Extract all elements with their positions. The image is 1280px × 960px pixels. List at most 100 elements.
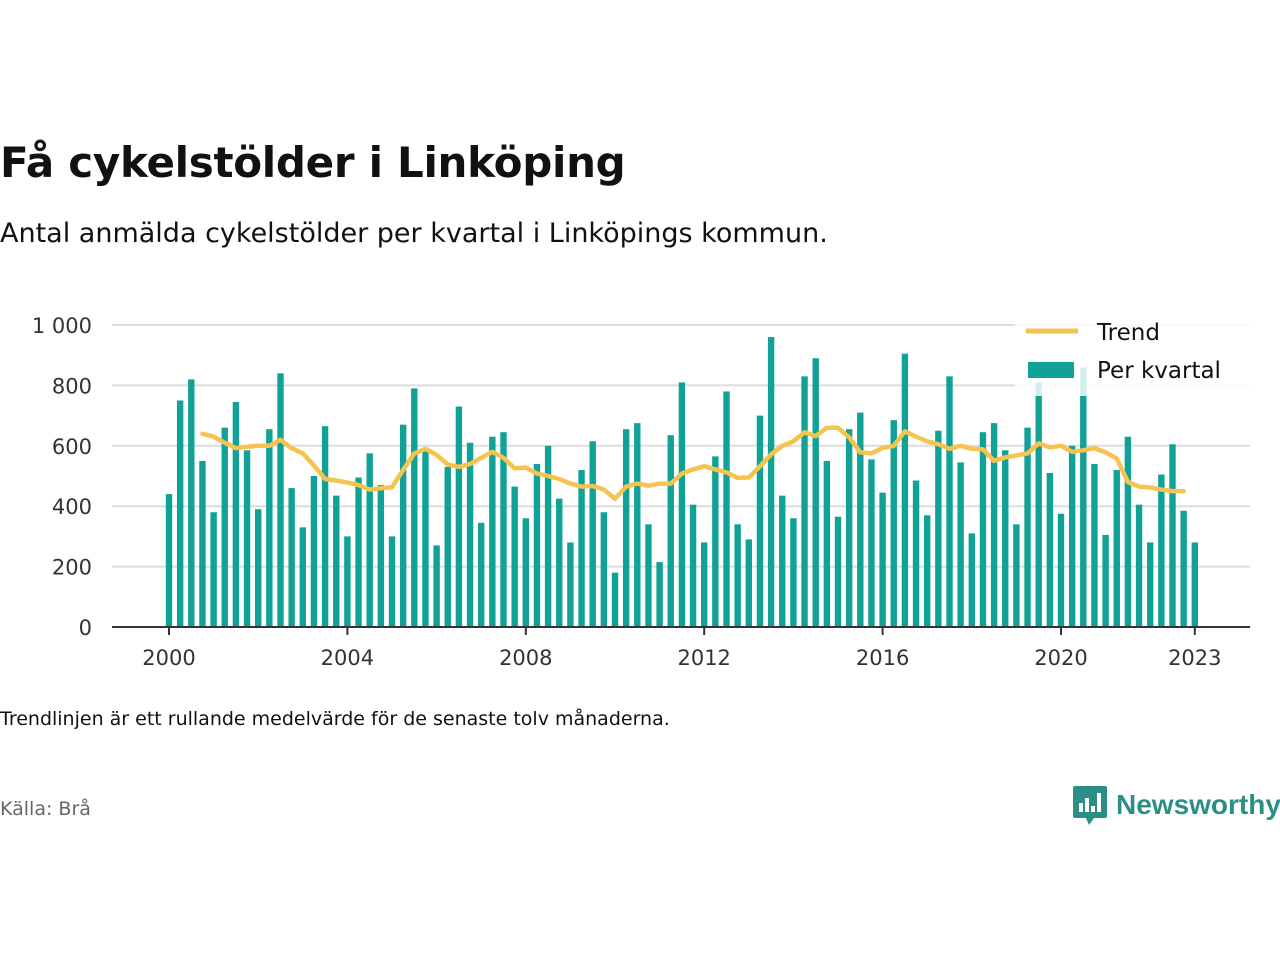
bar	[210, 512, 217, 627]
y-tick-label: 200	[52, 556, 92, 580]
chart-title: Få cykelstölder i Linköping	[0, 138, 626, 187]
bar	[489, 436, 496, 627]
bar-chart: 0 200 400 600 800 1 000 2000 2004 2008 2012 2016 20…	[32, 308, 1250, 670]
bar	[812, 358, 819, 627]
bar	[723, 391, 730, 627]
bar	[979, 432, 987, 627]
bar	[455, 406, 463, 627]
bar	[589, 441, 596, 627]
bar	[355, 477, 362, 627]
bar	[1080, 367, 1087, 627]
legend-swatch-bars	[1028, 362, 1074, 378]
bar	[1135, 504, 1143, 627]
bar	[734, 524, 741, 627]
bar	[1002, 450, 1009, 627]
y-tick-label: 600	[52, 435, 92, 459]
bar	[165, 494, 173, 627]
bar	[310, 476, 318, 627]
bar	[767, 337, 775, 627]
bar	[667, 435, 674, 627]
y-tick-label: 800	[52, 374, 92, 398]
bar	[1147, 542, 1154, 627]
y-tick-label: 400	[52, 495, 92, 519]
bar	[634, 423, 641, 627]
chart-subtitle: Antal anmälda cykelstölder per kvartal i…	[0, 218, 828, 249]
bar	[600, 512, 608, 627]
bar	[1057, 513, 1065, 627]
brand-name: Newsworthy	[1116, 789, 1280, 820]
bar	[801, 376, 808, 627]
bar	[1068, 445, 1076, 627]
bar	[255, 509, 262, 627]
bar	[567, 542, 574, 627]
bar	[188, 379, 195, 627]
bar	[901, 353, 909, 627]
bar	[834, 516, 842, 627]
x-tick-label: 2000	[142, 646, 195, 670]
bar	[622, 429, 630, 627]
bar	[277, 373, 284, 627]
bar	[533, 463, 541, 627]
bar	[779, 495, 786, 627]
bar	[990, 423, 998, 627]
newsworthy-logo: Newsworthy	[1072, 784, 1280, 826]
bar	[544, 445, 552, 627]
bar	[388, 536, 396, 627]
bar	[500, 432, 507, 627]
bar	[333, 495, 340, 627]
bar	[1102, 534, 1109, 627]
bar	[321, 426, 329, 627]
bar	[1113, 469, 1120, 627]
bar	[678, 382, 686, 627]
legend-box	[1015, 308, 1250, 396]
bar	[745, 539, 752, 627]
bar	[968, 533, 975, 627]
y-tick-label: 1 000	[32, 314, 92, 338]
footnote: Trendlinjen är ett rullande medelvärde f…	[0, 708, 670, 730]
bar	[924, 515, 931, 627]
bar	[912, 480, 920, 627]
bar	[578, 469, 585, 627]
bar	[946, 376, 953, 627]
bar	[522, 518, 529, 627]
bar	[756, 415, 764, 627]
bar	[857, 412, 864, 627]
bar	[422, 448, 429, 627]
bar	[466, 442, 474, 627]
legend-label-trend: Trend	[1096, 320, 1160, 346]
bar	[1013, 524, 1020, 627]
bar	[689, 504, 697, 627]
bar	[221, 427, 228, 627]
x-tick-label: 2004	[321, 646, 374, 670]
bar	[712, 456, 719, 627]
bar	[478, 522, 485, 627]
bar	[701, 542, 708, 627]
bar	[656, 562, 663, 627]
bar	[266, 429, 273, 627]
bar	[845, 429, 853, 627]
y-tick-label: 0	[79, 616, 92, 640]
x-tick-label: 2023	[1168, 646, 1221, 670]
x-tick-label: 2020	[1034, 646, 1087, 670]
bar	[611, 572, 619, 627]
bar	[288, 488, 295, 627]
bar	[823, 460, 831, 627]
bar	[1024, 427, 1031, 627]
bar	[232, 402, 240, 627]
bar	[935, 430, 942, 627]
bar	[1091, 463, 1098, 627]
bar	[199, 460, 206, 627]
bar	[299, 527, 306, 627]
bar	[411, 388, 418, 627]
bar	[243, 450, 251, 627]
bar	[556, 498, 563, 627]
bar	[176, 400, 184, 627]
bar	[1158, 474, 1165, 627]
bar	[890, 420, 897, 627]
trend-line	[200, 425, 1186, 501]
bar	[511, 486, 518, 627]
bar	[433, 545, 440, 627]
bar	[1180, 510, 1187, 627]
bar	[879, 492, 886, 627]
bar	[1046, 472, 1054, 627]
